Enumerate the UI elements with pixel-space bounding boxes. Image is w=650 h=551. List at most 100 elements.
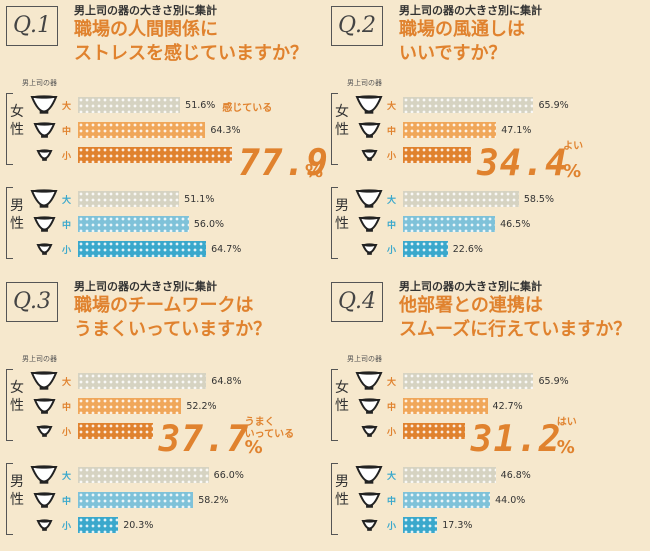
male-group-label: 男性 (335, 474, 349, 508)
highlight-tag: よい (563, 141, 584, 152)
chart-title: 職場のチームワークは うまくいっていますか？ (74, 294, 271, 342)
female-bar-1 (403, 373, 534, 389)
size-label: 中 (62, 403, 72, 413)
chart-title-line1: 職場のチームワークは (74, 295, 254, 316)
female-group-label: 女性 (10, 104, 24, 138)
male-bracket (6, 463, 13, 535)
chart-title: 他部署との連携は スムーズに行えていますか？ (399, 294, 631, 342)
male-bracket (331, 187, 338, 259)
female-value-label-2: 52.2% (186, 401, 217, 412)
question-number: Q.1 (13, 13, 51, 38)
chart-title-line2: いいですか？ (399, 43, 507, 64)
male-bar-2 (403, 216, 496, 232)
bowl-icon (30, 188, 58, 214)
male-value-label-2: 58.2% (198, 495, 229, 506)
female-bar-2 (78, 398, 182, 414)
male-bracket (331, 463, 338, 535)
male-value-label-3: 20.3% (123, 520, 154, 531)
female-bar-3 (403, 147, 472, 163)
male-bracket (6, 187, 13, 259)
highlight-value: 34.4 (477, 143, 568, 184)
bowl-icon (30, 464, 58, 490)
chart-title: 職場の風通しは いいですか？ (399, 18, 525, 66)
highlight-tag: うまく いっている (244, 417, 295, 440)
female-value-label-2: 64.3% (210, 125, 241, 136)
bowl-header: 男上司の器 (347, 79, 382, 87)
chart-title-line2: ストレスを感じていますか？ (74, 43, 308, 64)
bowl-icon (355, 370, 383, 396)
bowl-icon (355, 188, 383, 214)
bowl-header: 男上司の器 (22, 79, 57, 87)
female-value-label-1: 51.6% (185, 100, 216, 111)
bowl-icon (35, 424, 53, 443)
bowl-icon (35, 148, 53, 167)
bowl-icon (360, 148, 378, 167)
question-number-box: Q.2 (331, 6, 383, 46)
chart-subtitle: 男上司の器の大きさ別に集計 (74, 280, 217, 293)
size-label: 大 (387, 472, 397, 482)
highlight-tag: はい (556, 417, 577, 428)
size-label: 小 (62, 522, 72, 532)
question-number: Q.3 (13, 289, 51, 314)
female-group-label: 女性 (335, 104, 349, 138)
size-label: 中 (62, 127, 72, 137)
highlight-value: 31.2 (470, 419, 562, 460)
bowl-icon (360, 518, 378, 537)
female-bracket (331, 369, 338, 441)
female-bracket (6, 369, 13, 441)
female-group-label: 女性 (335, 380, 349, 414)
female-bar-2 (78, 122, 206, 138)
male-group-label: 男性 (10, 474, 24, 508)
female-bar-3 (78, 147, 233, 163)
chart-panel-4: Q.4 男上司の器の大きさ別に集計 他部署との連携は スムーズに行えていますか？ 男上司… (325, 276, 650, 551)
chart-panel-1: Q.1 男上司の器の大きさ別に集計 職場の人間関係に ストレスを感じていますか？ 男上司… (0, 0, 328, 275)
female-value-label-2: 47.1% (501, 125, 532, 136)
bowl-icon (35, 518, 53, 537)
female-value-label-1: 65.9% (538, 100, 569, 111)
male-value-label-3: 22.6% (452, 244, 483, 255)
bowl-icon (355, 464, 383, 490)
female-bar-2 (403, 122, 497, 138)
male-value-label-3: 17.3% (442, 520, 473, 531)
size-label: 小 (387, 522, 397, 532)
size-label: 大 (62, 378, 72, 388)
female-bracket (331, 93, 338, 165)
bowl-icon (358, 121, 381, 144)
size-label: 大 (387, 378, 397, 388)
bowl-icon (33, 215, 56, 238)
female-bar-3 (78, 423, 153, 439)
female-value-label-2: 42.7% (492, 401, 523, 412)
male-bar-2 (403, 492, 491, 508)
male-bar-3 (403, 241, 448, 257)
size-label: 中 (387, 127, 397, 137)
female-bar-2 (403, 398, 488, 414)
male-value-label-2: 56.0% (193, 219, 225, 230)
male-bar-3 (78, 517, 119, 533)
chart-title: 職場の人間関係に ストレスを感じていますか？ (74, 18, 308, 66)
size-label: 中 (62, 221, 72, 231)
highlight-value: 77.9 (238, 143, 329, 184)
size-label: 小 (62, 428, 72, 438)
female-bar-3 (403, 423, 465, 439)
size-label: 小 (62, 152, 72, 162)
male-bar-1 (403, 467, 496, 483)
size-label: 中 (387, 497, 397, 507)
chart-title-line2: うまくいっていますか？ (74, 319, 272, 340)
female-group-label: 女性 (10, 380, 24, 414)
bowl-icon (35, 242, 53, 261)
female-value-label-1: 64.8% (211, 376, 242, 387)
female-bracket (6, 93, 13, 165)
bowl-header: 男上司の器 (347, 355, 382, 363)
highlight-unit: % (563, 161, 582, 182)
size-label: 大 (62, 102, 72, 112)
bowl-icon (33, 491, 56, 514)
size-label: 大 (62, 196, 72, 206)
male-bar-3 (78, 241, 207, 257)
female-bar-1 (78, 373, 207, 389)
highlight-tag: 感じている (222, 103, 273, 114)
chart-panel-2: Q.2 男上司の器の大きさ別に集計 職場の風通しは いいですか？ 男上司の器 女性 男性 大 6… (325, 0, 650, 275)
size-label: 小 (62, 246, 72, 256)
chart-subtitle: 男上司の器の大きさ別に集計 (399, 280, 542, 293)
chart-title-line1: 他部署との連携は (399, 295, 543, 316)
